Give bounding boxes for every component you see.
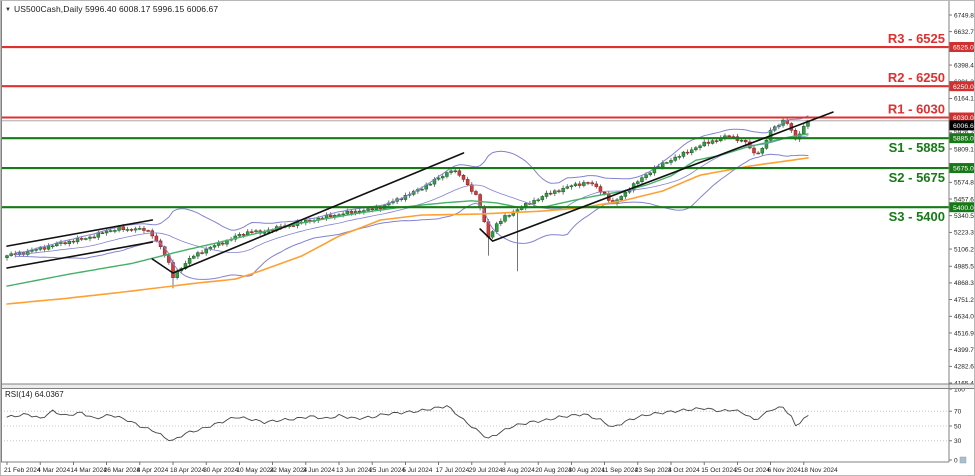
svg-text:6030.00: 6030.00	[953, 115, 975, 122]
price-badge	[949, 112, 974, 123]
level-label[interactable]: R2 - 6250	[888, 70, 945, 85]
trendline[interactable]	[479, 111, 834, 242]
time-axis-label: 14 Mar 2024	[70, 467, 107, 474]
time-axis-label: 3 Jun 2024	[303, 467, 336, 474]
time-axis-label: 11 Sep 2024	[602, 467, 639, 474]
svg-text:4516.90: 4516.90	[954, 330, 975, 337]
time-axis-label: 6 Nov 2024	[768, 467, 802, 474]
time-axis-label: 21 Feb 2024	[4, 467, 41, 474]
svg-text:4985.50: 4985.50	[954, 264, 975, 271]
price-badge	[949, 120, 974, 131]
scrollbar-nub[interactable]	[959, 456, 967, 464]
svg-text:4282.60: 4282.60	[954, 364, 975, 371]
price-badge	[949, 81, 974, 92]
time-axis-label: 18 Nov 2024	[801, 467, 838, 474]
time-axis-label: 13 Jun 2024	[336, 467, 372, 474]
svg-text:4634.05: 4634.05	[954, 314, 975, 321]
svg-text:5574.80: 5574.80	[954, 180, 975, 187]
svg-text:5809.10: 5809.10	[954, 146, 975, 153]
bollinger-upper-band	[14, 115, 809, 254]
time-axis-label: 3 Oct 2024	[668, 467, 700, 474]
svg-text:6164.10: 6164.10	[954, 96, 975, 103]
level-label[interactable]: S3 - 5400	[889, 209, 945, 224]
time-axis-label: 10 May 2024	[236, 467, 274, 474]
svg-text:6006.67: 6006.67	[953, 123, 975, 130]
time-axis-label: 25 Jun 2024	[369, 467, 405, 474]
time-axis-label: 25 Oct 2024	[734, 467, 770, 474]
svg-text:70: 70	[954, 409, 962, 416]
time-axis-label: 22 May 2024	[270, 467, 308, 474]
level-label[interactable]: S2 - 5675	[889, 170, 945, 185]
svg-text:5106.20: 5106.20	[954, 246, 975, 253]
time-axis-label: 8 Aug 2024	[502, 467, 535, 474]
time-axis-label: 17 Jul 2024	[436, 467, 470, 474]
svg-text:30: 30	[954, 438, 962, 445]
svg-text:4868.35: 4868.35	[954, 280, 975, 287]
svg-text:0: 0	[954, 457, 958, 464]
svg-text:5400.00: 5400.00	[953, 205, 975, 212]
trendline[interactable]	[6, 219, 154, 247]
rsi-indicator-label: RSI(14) 64.0367	[5, 390, 64, 399]
svg-text:100: 100	[954, 386, 965, 393]
time-axis-label: 26 Mar 2024	[104, 467, 141, 474]
symbol-collapse-icon[interactable]: ▼	[5, 7, 12, 13]
svg-text:5885.00: 5885.00	[953, 136, 975, 143]
time-axis-label: 30 Apr 2024	[203, 467, 238, 474]
svg-text:5675.00: 5675.00	[953, 166, 975, 173]
price-axis[interactable]: 6749.856632.706398.406281.256164.105926.…	[949, 12, 975, 387]
svg-text:5457.65: 5457.65	[954, 196, 975, 203]
time-axis-label: 5 Jul 2024	[402, 467, 432, 474]
price-badge	[949, 133, 974, 144]
svg-text:4399.75: 4399.75	[954, 347, 975, 354]
time-axis-label: 8 Apr 2024	[137, 467, 169, 474]
svg-text:6398.40: 6398.40	[954, 62, 975, 69]
symbol-quote-label: ▼ US500Cash,Daily 5996.40 6008.17 5996.15…	[5, 4, 218, 14]
level-label[interactable]: R1 - 6030	[888, 102, 945, 117]
rsi-line	[6, 405, 809, 442]
svg-text:6525.00: 6525.00	[953, 45, 975, 52]
svg-text:6632.70: 6632.70	[954, 29, 975, 36]
svg-text:50: 50	[954, 423, 962, 430]
trendline[interactable]	[6, 241, 154, 269]
pane-borders	[1, 1, 950, 463]
time-axis-label: 23 Sep 2024	[635, 467, 672, 474]
pane-splitter[interactable]	[1, 383, 975, 389]
svg-text:6250.00: 6250.00	[953, 84, 975, 91]
time-axis-label: 15 Oct 2024	[701, 467, 737, 474]
price-badge	[949, 42, 974, 53]
time-axis-label: 30 Aug 2024	[568, 467, 605, 474]
svg-text:5340.50: 5340.50	[954, 213, 975, 220]
level-label[interactable]: R3 - 6525	[888, 31, 945, 46]
level-label[interactable]: S1 - 5885	[889, 140, 945, 155]
svg-text:5223.35: 5223.35	[954, 230, 975, 237]
svg-text:5926.25: 5926.25	[954, 130, 975, 137]
price-badge	[949, 163, 974, 174]
time-axis-label: 4 Mar 2024	[37, 467, 70, 474]
time-axis-label: 20 Aug 2024	[535, 467, 572, 474]
svg-text:4751.20: 4751.20	[954, 297, 975, 304]
time-axis-label: 18 Apr 2024	[170, 467, 205, 474]
slow-ma-line	[6, 157, 809, 305]
symbol-quote-text: US500Cash,Daily 5996.40 6008.17 5996.15 …	[14, 4, 219, 14]
svg-text:6749.85: 6749.85	[954, 12, 975, 19]
time-axis-label: 29 Jul 2024	[469, 467, 503, 474]
trendline[interactable]	[151, 152, 465, 274]
price-badge	[949, 202, 974, 213]
